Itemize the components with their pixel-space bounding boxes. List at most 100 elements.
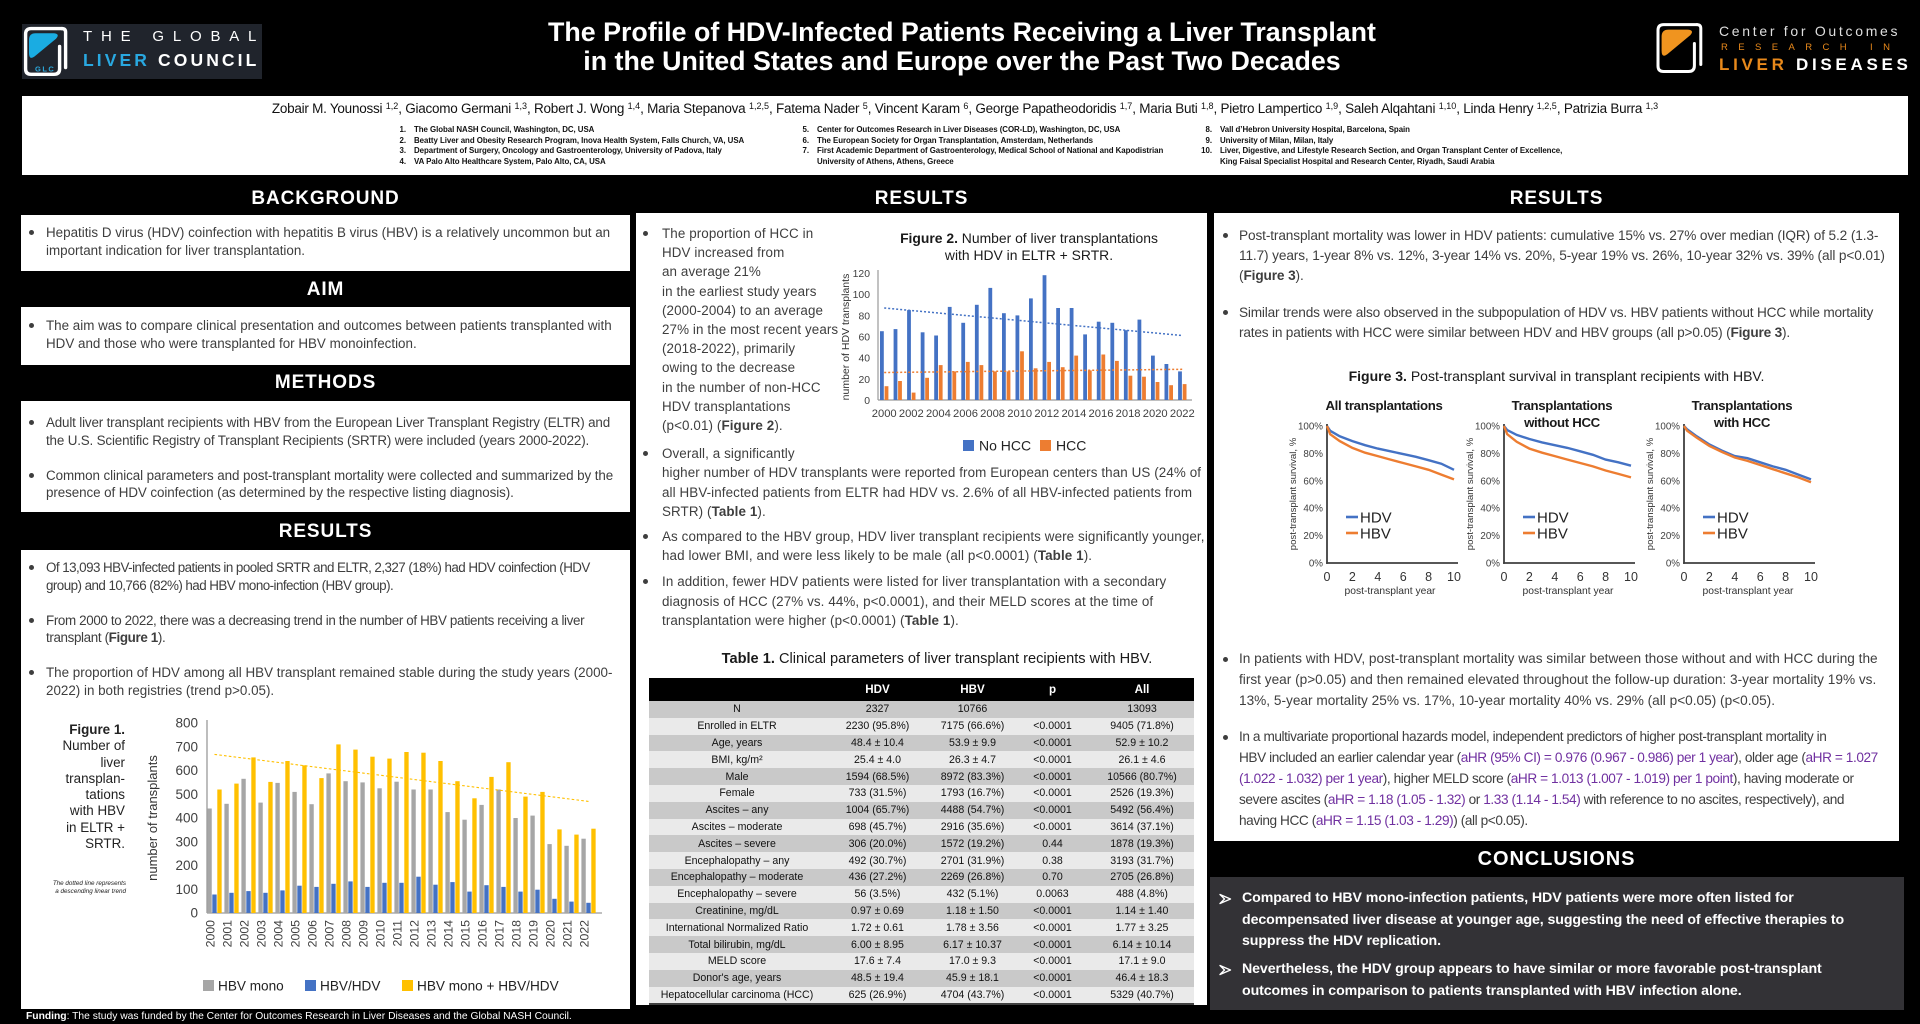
svg-text:2020: 2020 bbox=[544, 920, 558, 948]
svg-text:2014: 2014 bbox=[442, 920, 456, 948]
svg-text:700: 700 bbox=[175, 739, 198, 754]
svg-text:2012: 2012 bbox=[1034, 408, 1059, 420]
svg-text:2022: 2022 bbox=[1170, 408, 1195, 420]
svg-text:8: 8 bbox=[1782, 570, 1789, 584]
svg-text:post-transplant survival, %: post-transplant survival, % bbox=[1288, 437, 1299, 550]
svg-text:80%: 80% bbox=[1660, 449, 1680, 460]
svg-text:All transplantations: All transplantations bbox=[1325, 398, 1442, 413]
svg-text:120: 120 bbox=[853, 269, 871, 280]
svg-text:6: 6 bbox=[1577, 570, 1584, 584]
svg-text:6: 6 bbox=[1400, 570, 1407, 584]
svg-text:post-transplant survival, %: post-transplant survival, % bbox=[1645, 437, 1656, 550]
svg-text:HCC: HCC bbox=[1056, 438, 1086, 454]
svg-text:80%: 80% bbox=[1303, 449, 1323, 460]
svg-text:No HCC: No HCC bbox=[979, 438, 1031, 454]
svg-text:number of transplants: number of transplants bbox=[145, 755, 160, 881]
svg-text:2002: 2002 bbox=[238, 920, 252, 948]
svg-text:2015: 2015 bbox=[459, 920, 473, 948]
svg-text:600: 600 bbox=[175, 763, 198, 778]
svg-text:4: 4 bbox=[1551, 570, 1558, 584]
svg-text:2010: 2010 bbox=[1007, 408, 1032, 420]
svg-text:8: 8 bbox=[1602, 570, 1609, 584]
svg-text:2016: 2016 bbox=[1089, 408, 1114, 420]
svg-text:number of HDV transplants: number of HDV transplants bbox=[840, 274, 852, 401]
svg-text:4: 4 bbox=[1731, 570, 1738, 584]
svg-text:0: 0 bbox=[1501, 570, 1508, 584]
svg-text:100%: 100% bbox=[1475, 422, 1500, 433]
svg-text:60%: 60% bbox=[1303, 476, 1323, 487]
svg-text:40%: 40% bbox=[1660, 504, 1680, 515]
svg-text:2: 2 bbox=[1706, 570, 1713, 584]
svg-text:without HCC: without HCC bbox=[1523, 415, 1601, 430]
svg-text:2001: 2001 bbox=[221, 920, 235, 948]
svg-text:2005: 2005 bbox=[289, 920, 303, 948]
svg-text:2014: 2014 bbox=[1061, 408, 1086, 420]
svg-text:8: 8 bbox=[1425, 570, 1432, 584]
svg-text:HDV: HDV bbox=[1537, 510, 1569, 527]
svg-text:6: 6 bbox=[1757, 570, 1764, 584]
svg-text:2008: 2008 bbox=[980, 408, 1005, 420]
svg-text:2016: 2016 bbox=[476, 920, 490, 948]
svg-text:HDV: HDV bbox=[1717, 510, 1749, 527]
svg-text:20%: 20% bbox=[1480, 531, 1500, 542]
svg-text:4: 4 bbox=[1374, 570, 1381, 584]
svg-text:20: 20 bbox=[858, 375, 870, 386]
svg-text:2010: 2010 bbox=[374, 920, 388, 948]
svg-text:2009: 2009 bbox=[357, 920, 371, 948]
svg-text:0%: 0% bbox=[1666, 559, 1680, 570]
svg-text:2018: 2018 bbox=[1116, 408, 1141, 420]
svg-text:40%: 40% bbox=[1303, 504, 1323, 515]
svg-text:HBV: HBV bbox=[1717, 526, 1748, 543]
svg-text:0: 0 bbox=[864, 396, 870, 407]
svg-text:GLC: GLC bbox=[35, 65, 55, 74]
svg-text:20%: 20% bbox=[1660, 531, 1680, 542]
svg-text:60: 60 bbox=[858, 333, 870, 344]
svg-text:400: 400 bbox=[175, 811, 198, 826]
svg-text:20%: 20% bbox=[1303, 531, 1323, 542]
svg-text:10: 10 bbox=[1447, 570, 1461, 584]
svg-text:HBV mono + HBV/HDV: HBV mono + HBV/HDV bbox=[417, 979, 559, 994]
svg-text:post-transplant survival, %: post-transplant survival, % bbox=[1465, 437, 1476, 550]
svg-text:60%: 60% bbox=[1660, 476, 1680, 487]
svg-text:2007: 2007 bbox=[323, 920, 337, 948]
svg-text:HBV mono: HBV mono bbox=[218, 979, 284, 994]
svg-text:10: 10 bbox=[1804, 570, 1818, 584]
svg-text:2011: 2011 bbox=[391, 920, 405, 947]
svg-text:2008: 2008 bbox=[340, 920, 354, 948]
svg-text:800: 800 bbox=[175, 716, 198, 731]
svg-text:2012: 2012 bbox=[408, 920, 422, 948]
svg-text:10: 10 bbox=[1624, 570, 1638, 584]
svg-text:HBV/HDV: HBV/HDV bbox=[320, 979, 380, 994]
svg-text:2003: 2003 bbox=[255, 920, 269, 948]
svg-text:Transplantations: Transplantations bbox=[1512, 398, 1613, 413]
svg-text:Transplantations: Transplantations bbox=[1692, 398, 1793, 413]
svg-text:HDV: HDV bbox=[1360, 510, 1392, 527]
svg-text:0%: 0% bbox=[1309, 559, 1323, 570]
svg-text:2000: 2000 bbox=[872, 408, 897, 420]
svg-text:2013: 2013 bbox=[425, 920, 439, 948]
svg-text:0: 0 bbox=[1681, 570, 1688, 584]
svg-text:2006: 2006 bbox=[953, 408, 978, 420]
svg-text:100: 100 bbox=[175, 882, 198, 897]
svg-text:2002: 2002 bbox=[899, 408, 924, 420]
svg-text:2020: 2020 bbox=[1143, 408, 1168, 420]
svg-text:100: 100 bbox=[853, 290, 871, 301]
svg-text:2019: 2019 bbox=[527, 920, 541, 948]
svg-text:0: 0 bbox=[1324, 570, 1331, 584]
svg-text:2017: 2017 bbox=[493, 920, 507, 948]
svg-text:2000: 2000 bbox=[204, 920, 218, 948]
svg-text:300: 300 bbox=[175, 834, 198, 849]
svg-text:post-transplant year: post-transplant year bbox=[1702, 586, 1794, 597]
svg-text:post-transplant year: post-transplant year bbox=[1522, 586, 1614, 597]
svg-text:500: 500 bbox=[175, 787, 198, 802]
svg-text:60%: 60% bbox=[1480, 476, 1500, 487]
svg-text:HBV: HBV bbox=[1360, 526, 1391, 543]
svg-text:40%: 40% bbox=[1480, 504, 1500, 515]
svg-text:2022: 2022 bbox=[578, 920, 592, 948]
svg-text:100%: 100% bbox=[1655, 422, 1680, 433]
svg-text:0: 0 bbox=[190, 906, 198, 921]
svg-text:80: 80 bbox=[858, 311, 870, 322]
svg-text:with HCC: with HCC bbox=[1713, 415, 1771, 430]
svg-text:2006: 2006 bbox=[306, 920, 320, 948]
svg-text:2021: 2021 bbox=[561, 920, 575, 948]
